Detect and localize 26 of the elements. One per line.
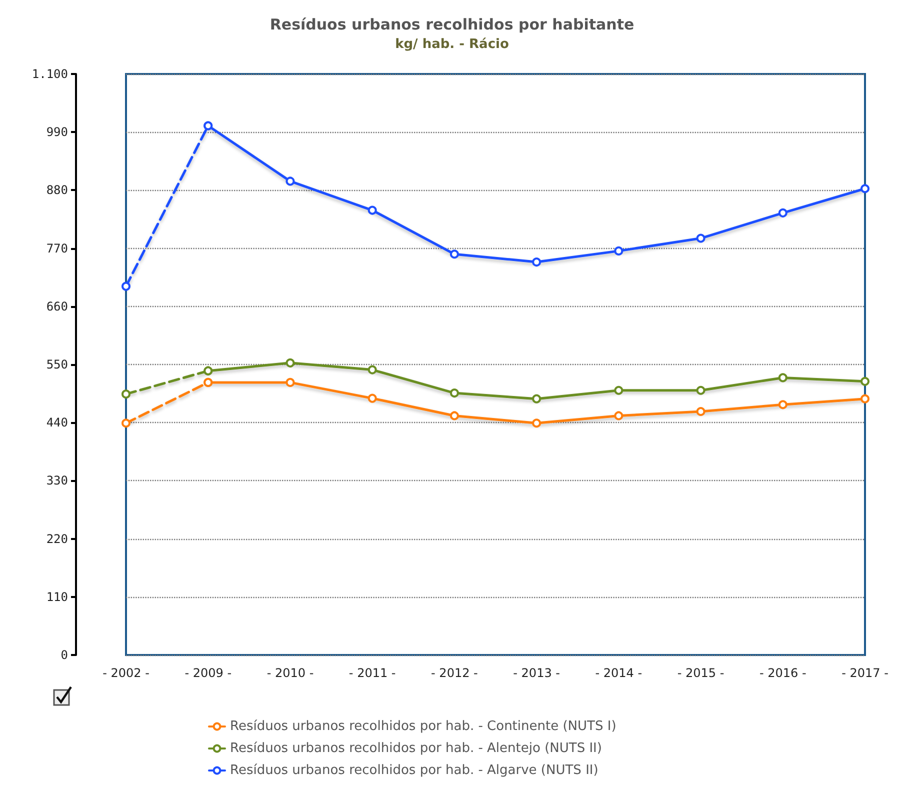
y-tick-label: 330 <box>46 474 68 488</box>
x-tick-label: - 2015 - <box>677 666 724 680</box>
x-tick-label: - 2016 - <box>759 666 806 680</box>
legend-label: Resíduos urbanos recolhidos por hab. - Algarve (NUTS II) <box>230 763 598 778</box>
y-tick-label: 660 <box>46 299 68 314</box>
y-tick-label: 1.100 <box>32 67 68 81</box>
chart-title: Resíduos urbanos recolhidos por habitante <box>270 16 634 34</box>
y-tick-label: 880 <box>46 183 68 198</box>
x-tick-label: - 2009 - <box>184 666 232 680</box>
x-tick-label: - 2017 - <box>842 666 888 680</box>
x-tick-label: - 2014 - <box>595 666 642 680</box>
y-tick-label: 770 <box>46 241 68 256</box>
y-tick-label: 220 <box>46 532 68 546</box>
y-tick-label: 0 <box>60 648 68 662</box>
legend-label: Resíduos urbanos recolhidos por hab. - Continente (NUTS I) <box>230 719 616 734</box>
x-tick-label: - 2002 - <box>102 666 150 680</box>
y-tick-label: 110 <box>46 590 68 604</box>
y-tick-label: 550 <box>46 358 68 372</box>
legend-label: Resíduos urbanos recolhidos por hab. - Alentejo (NUTS II) <box>230 741 602 756</box>
x-tick-label: - 2011 - <box>348 666 396 680</box>
x-tick-label: - 2012 - <box>431 666 478 680</box>
y-tick-label: 440 <box>46 416 68 430</box>
chart-subtitle: kg/ hab. - Rácio <box>395 37 509 52</box>
y-tick-label: 990 <box>46 125 68 140</box>
x-tick-label: - 2010 - <box>266 666 314 680</box>
x-tick-label: - 2013 - <box>513 666 560 680</box>
